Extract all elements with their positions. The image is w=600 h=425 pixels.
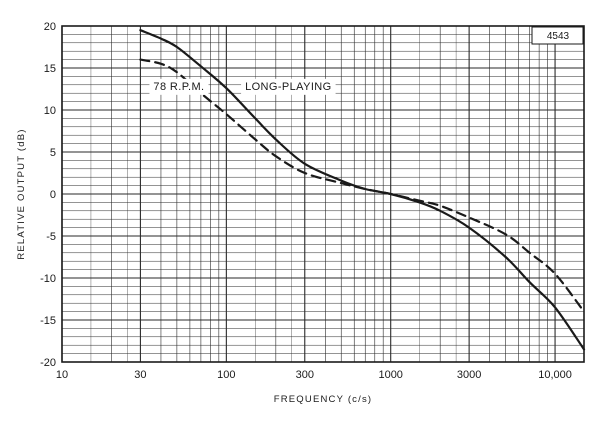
series-layer bbox=[139, 29, 586, 351]
long-playing-label-group: LONG-PLAYING bbox=[241, 78, 336, 95]
x-tick-label: 1000 bbox=[378, 369, 402, 381]
y-axis-title: RELATIVE OUTPUT (dB) bbox=[16, 128, 27, 259]
x-tick-label: 300 bbox=[296, 369, 314, 381]
x-tick-label: 100 bbox=[217, 369, 235, 381]
y-tick-label: 0 bbox=[50, 189, 56, 201]
x-axis-title: FREQUENCY (c/s) bbox=[274, 394, 373, 405]
series-label-78-rpm: 78 R.P.M. bbox=[153, 81, 204, 93]
x-tick-label: 10 bbox=[56, 369, 68, 381]
y-tick-label: -10 bbox=[40, 273, 56, 285]
78-rpm-label-group: 78 R.P.M. bbox=[149, 78, 209, 95]
y-tick-label: 20 bbox=[44, 21, 56, 33]
y-tick-label: -15 bbox=[40, 315, 56, 327]
y-tick-label: 10 bbox=[44, 105, 56, 117]
series-label-long-playing: LONG-PLAYING bbox=[245, 81, 332, 93]
chart-id-label: 4543 bbox=[547, 31, 570, 42]
y-tick-label: -20 bbox=[40, 357, 56, 369]
plot-frame bbox=[61, 25, 585, 363]
x-tick-label: 10,000 bbox=[538, 369, 572, 381]
chart-id-box: 4543 bbox=[531, 26, 584, 45]
y-tick-label: -5 bbox=[46, 231, 56, 243]
y-tick-label: 15 bbox=[44, 63, 56, 75]
series-line-long-playing bbox=[139, 29, 586, 351]
x-tick-label: 3000 bbox=[457, 369, 481, 381]
x-tick-label: 30 bbox=[134, 369, 146, 381]
y-tick-label: 5 bbox=[50, 147, 56, 159]
